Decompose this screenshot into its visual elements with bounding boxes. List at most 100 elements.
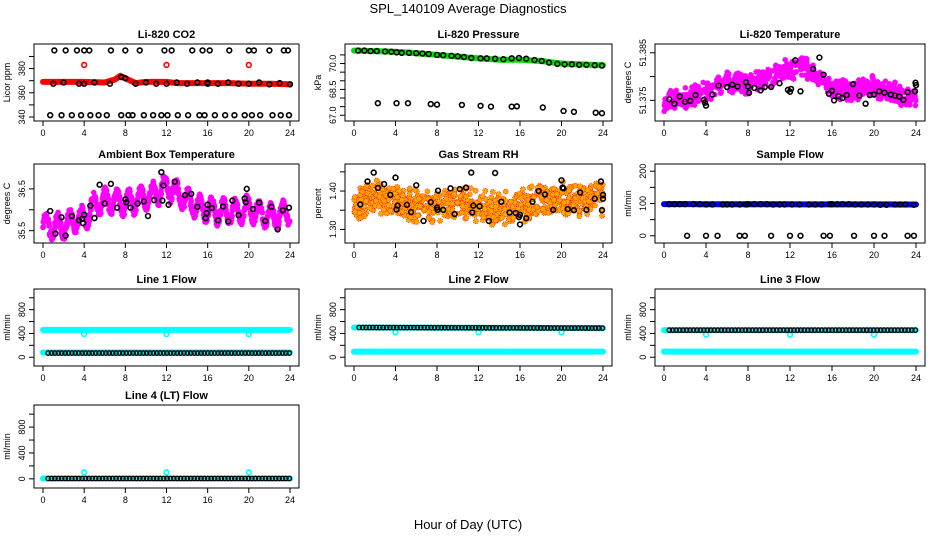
x-tick-label: 0 <box>40 495 45 505</box>
data-point <box>534 325 541 331</box>
data-point <box>381 198 388 205</box>
data-point <box>262 475 269 482</box>
data-point <box>904 232 911 239</box>
data-point <box>456 185 464 193</box>
data-point <box>513 324 520 331</box>
data-point <box>363 324 369 331</box>
data-point <box>491 169 499 177</box>
y-tick-label: 400 <box>328 326 338 341</box>
data-point <box>452 324 458 331</box>
data-point <box>777 69 784 75</box>
data-point <box>444 200 451 207</box>
data-point <box>153 80 160 87</box>
x-tick-label: 8 <box>123 250 128 260</box>
data-point <box>596 184 603 190</box>
y-tick-label: 70.0 <box>328 55 338 73</box>
data-point <box>591 202 598 209</box>
plot-area <box>40 469 293 482</box>
data-point <box>399 192 406 199</box>
x-axis-title: Hour of Day (UTC) <box>413 517 523 532</box>
data-point <box>702 102 710 109</box>
panel-li-820-temperature: Li-820 Temperature 0 4 8 12 16 20 24 51.375 51.38… <box>623 29 926 138</box>
data-point <box>80 211 88 218</box>
data-point <box>860 327 867 334</box>
data-point <box>825 327 832 334</box>
y-tick-label: 0 <box>328 355 338 360</box>
data-point <box>538 57 545 65</box>
data-point <box>818 201 825 208</box>
data-point <box>62 232 69 239</box>
x-tick-label: 16 <box>203 495 213 505</box>
y-tick-label: 35.5 <box>17 222 27 240</box>
data-point <box>466 191 473 198</box>
data-point <box>65 350 72 356</box>
data-point <box>846 87 853 94</box>
data-point <box>163 469 170 476</box>
data-point <box>86 475 92 482</box>
data-point <box>732 327 738 334</box>
y-tick-label: 800 <box>638 302 648 317</box>
data-point <box>245 61 253 69</box>
data-point <box>597 178 605 185</box>
x-tick-label: 12 <box>161 373 171 383</box>
data-point <box>583 61 590 69</box>
data-point <box>467 185 474 192</box>
data-point <box>126 475 133 482</box>
panel-title: Line 4 (LT) Flow <box>125 390 208 402</box>
data-point <box>225 350 232 356</box>
data-point <box>133 350 140 356</box>
data-point <box>715 74 722 81</box>
data-point <box>229 213 235 220</box>
data-point <box>529 198 536 205</box>
data-point <box>867 327 874 334</box>
data-point <box>599 213 605 219</box>
data-point <box>404 99 412 107</box>
data-point <box>784 327 790 334</box>
data-point <box>413 49 420 57</box>
data-point <box>912 81 920 89</box>
data-point <box>673 87 680 94</box>
data-point <box>524 325 530 331</box>
data-point <box>221 111 229 119</box>
x-tick-label: 20 <box>869 250 879 260</box>
data-point <box>144 204 151 210</box>
data-point <box>271 211 277 217</box>
data-point <box>666 96 673 103</box>
data-point <box>266 81 273 88</box>
data-point <box>599 195 607 202</box>
x-tick-label: 24 <box>285 495 295 505</box>
data-point <box>113 350 119 356</box>
data-point <box>870 201 878 208</box>
data-point <box>828 83 835 89</box>
data-point <box>808 327 815 334</box>
data-point <box>157 475 164 482</box>
data-point <box>187 350 194 356</box>
x-tick-label: 4 <box>82 250 87 260</box>
data-point <box>242 475 249 482</box>
data-point <box>551 197 557 204</box>
data-point <box>181 191 189 199</box>
data-point <box>235 80 242 87</box>
data-point <box>250 47 258 54</box>
data-point <box>383 210 390 217</box>
y-tick-label: 400 <box>17 326 27 341</box>
y-tick-label: 800 <box>328 302 338 317</box>
data-point <box>413 182 420 189</box>
data-point <box>407 208 415 216</box>
data-point <box>168 47 175 54</box>
data-point <box>811 327 818 334</box>
data-point <box>262 217 269 225</box>
data-point <box>515 213 523 221</box>
x-tick-label: 20 <box>244 250 254 260</box>
data-point <box>45 475 52 482</box>
data-point <box>183 80 191 87</box>
data-point <box>591 62 598 69</box>
data-point <box>851 201 859 208</box>
data-point <box>208 350 215 356</box>
data-point <box>55 350 62 356</box>
data-point <box>516 221 524 228</box>
data-point <box>702 89 709 96</box>
data-point <box>426 208 433 215</box>
data-point <box>839 86 845 93</box>
data-point <box>598 110 606 117</box>
